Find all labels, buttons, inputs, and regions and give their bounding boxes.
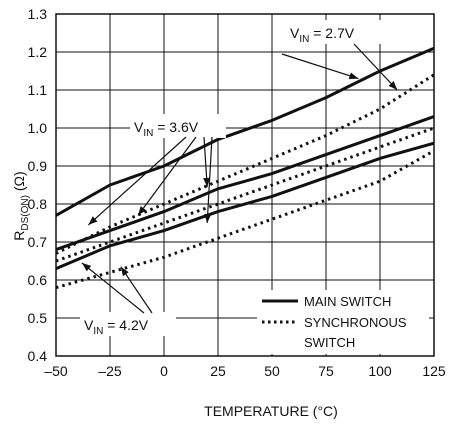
annotation-arrows <box>81 43 398 314</box>
x-tick-label: –50 <box>44 363 68 379</box>
y-tick-label: 1.3 <box>28 6 48 22</box>
annotation-vin-4-2: VIN = 4.2V <box>84 317 149 337</box>
series-line-dotted-vin-2-7V <box>55 73 435 255</box>
legend-label-sync-2: SWITCH <box>304 335 355 350</box>
annotation-arrow-line <box>87 136 187 226</box>
x-tick-label: 0 <box>160 363 168 379</box>
y-tick-label: 0.6 <box>28 272 48 288</box>
x-tick-label: 100 <box>368 363 392 379</box>
y-tick-label: 1.2 <box>28 44 48 60</box>
legend: MAIN SWITCH SYNCHRONOUS SWITCH <box>257 290 429 354</box>
y-tick-label: 0.4 <box>28 348 48 364</box>
series-line-solid-vin-2-7V <box>55 46 435 217</box>
x-tick-label: 75 <box>318 363 334 379</box>
series-layer <box>55 46 435 290</box>
annotation-arrow-line <box>281 53 359 80</box>
annotation-arrow-line <box>137 136 197 216</box>
annotation-arrow-line <box>81 262 145 314</box>
annotation-arrow-head <box>388 81 398 90</box>
y-tick-label: 0.9 <box>28 158 48 174</box>
annotation-arrow-head <box>81 262 92 272</box>
annotation-arrow-head <box>88 216 98 225</box>
annotation-bg-vin-3-6 <box>130 114 226 138</box>
annotation-arrow-head <box>204 213 212 223</box>
annotation-arrow-line <box>353 43 398 91</box>
y-tick-label: 0.8 <box>28 196 48 212</box>
annotation-layer: VIN = 2.7V VIN = 3.6V VIN = 4.2V <box>80 20 398 337</box>
annotation-arrow-head <box>120 266 129 277</box>
series-line-dotted-vin-4-2V <box>55 149 435 290</box>
plot-frame <box>55 13 435 357</box>
annotation-vin-3-6: VIN = 3.6V <box>134 119 199 139</box>
annotation-arrow-line <box>206 136 213 224</box>
y-tick-label: 0.7 <box>28 234 48 250</box>
series-line-solid-vin-4-2V <box>55 141 435 270</box>
annotation-vin-2-7: VIN = 2.7V <box>290 25 355 45</box>
x-tick-label: 50 <box>264 363 280 379</box>
y-tick-label: 1.0 <box>28 120 48 136</box>
legend-label-main: MAIN SWITCH <box>304 294 391 309</box>
y-axis-title: RDS(ON) (Ω) <box>11 171 31 240</box>
series-line-solid-vin-3-6V <box>55 115 435 252</box>
annotation-bg-vin-4-2 <box>80 312 176 336</box>
x-tick-label: 25 <box>210 363 226 379</box>
x-tick-label: –25 <box>98 363 122 379</box>
y-tick-label: 1.1 <box>28 82 48 98</box>
tick-labels: –50 –25 0 25 50 75 100 125 0.4 0.5 0.6 0.7 0.8 0.9 1.0… <box>28 6 446 379</box>
annotation-arrow-head <box>138 206 147 216</box>
legend-label-sync: SYNCHRONOUS <box>304 315 407 330</box>
x-axis-title: TEMPERATURE (°C) <box>204 403 338 419</box>
y-tick-label: 0.5 <box>28 310 48 326</box>
annotation-arrow-head <box>348 72 359 80</box>
annotation-bg-vin-2-7 <box>286 20 382 44</box>
series-line-dotted-vin-3-6V <box>55 126 435 263</box>
x-tick-label: 125 <box>422 363 446 379</box>
annotation-arrow-line <box>120 266 153 314</box>
annotation-arrow-head <box>203 177 211 187</box>
